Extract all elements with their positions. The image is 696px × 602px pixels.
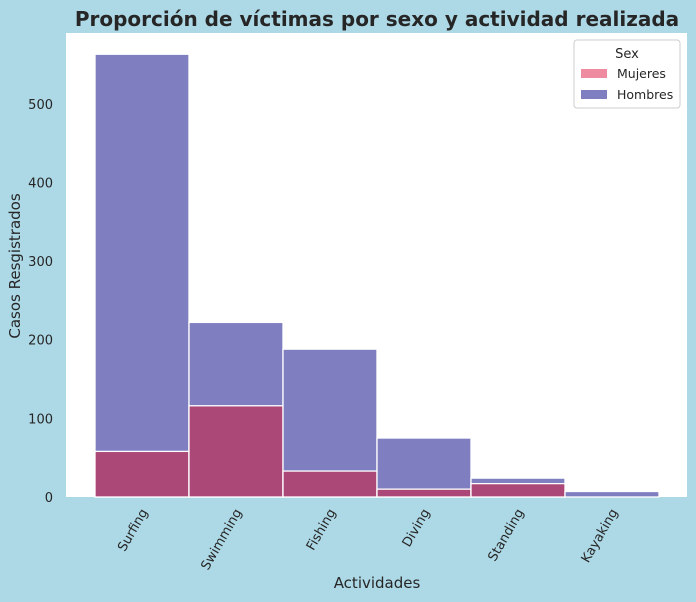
- legend-label-mujeres: Mujeres: [617, 66, 666, 81]
- y-tick-label: 100: [28, 412, 53, 427]
- bar-mujeres-fishing: [282, 470, 378, 498]
- legend-title: Sex: [615, 47, 639, 62]
- legend: Sex Mujeres Hombres: [573, 39, 681, 109]
- x-axis-label: Actividades: [334, 574, 421, 592]
- y-tick-label: 200: [28, 334, 53, 349]
- y-tick-label: 400: [28, 176, 53, 191]
- x-tick-label: Fishing: [304, 507, 340, 554]
- y-tick-label: 0: [45, 491, 53, 506]
- y-tick-label: 300: [28, 255, 53, 270]
- x-tick-label: Surfing: [115, 507, 151, 555]
- bars-group: [94, 53, 660, 498]
- x-axis-ticks: Surfing Swimming Fishing Diving Standing Kaya…: [115, 507, 621, 573]
- y-axis-ticks: 0 100 200 300 400 500: [28, 98, 53, 506]
- bar-mujeres-standing: [470, 482, 566, 498]
- x-tick-label: Diving: [400, 507, 434, 550]
- bar-mujeres-swimming: [188, 405, 284, 498]
- bar-mujeres-diving: [376, 488, 472, 498]
- legend-label-hombres: Hombres: [617, 87, 673, 102]
- chart-title: Proporción de víctimas por sexo y activi…: [75, 7, 679, 31]
- bar-hombres-surfing: [94, 53, 190, 498]
- legend-swatch-hombres: [581, 90, 607, 99]
- y-tick-label: 500: [28, 98, 53, 113]
- x-tick-label: Swimming: [199, 507, 246, 573]
- legend-swatch-mujeres: [581, 69, 607, 78]
- y-axis-label: Casos Resgistrados: [6, 193, 24, 338]
- bar-hombres-diving: [376, 437, 472, 498]
- x-tick-label: Kayaking: [579, 507, 622, 566]
- bar-hombres-kayaking: [564, 490, 660, 498]
- x-tick-label: Standing: [486, 507, 528, 565]
- bar-mujeres-surfing: [94, 450, 190, 498]
